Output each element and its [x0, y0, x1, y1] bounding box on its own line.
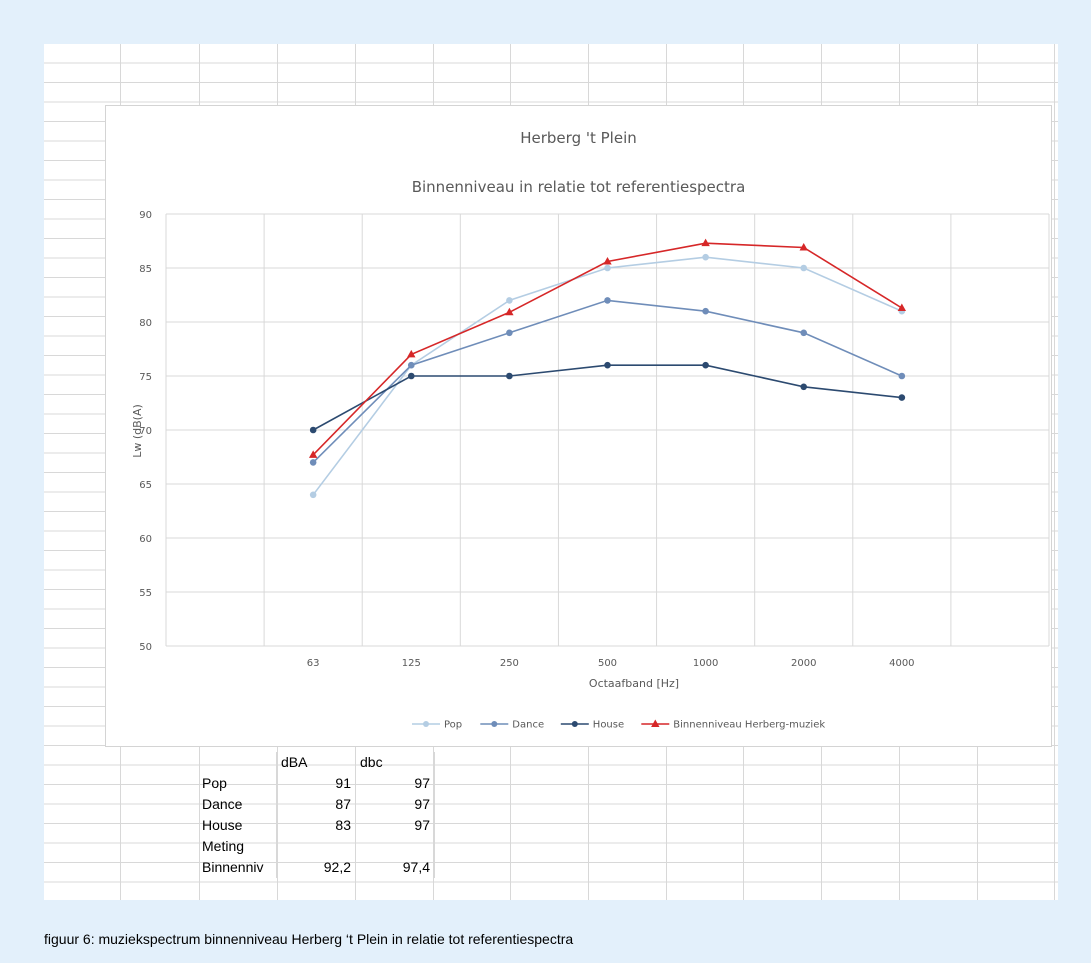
data-point[interactable] [309, 491, 317, 499]
series-binnenniveau-herberg-muziek [308, 238, 907, 458]
data-point[interactable] [308, 450, 318, 458]
legend-item[interactable]: House [560, 720, 624, 731]
data-point[interactable] [702, 361, 709, 369]
data-point[interactable] [506, 372, 513, 380]
data-table: dBA dbc Pop 91 97 Dance 87 97 House 83 97 Meting Bin… [198, 752, 435, 878]
table-cell[interactable]: 97,4 [355, 857, 435, 878]
table-cell[interactable]: House [202, 817, 243, 833]
x-tick-label: 4000 [889, 658, 914, 669]
data-point[interactable] [897, 303, 907, 311]
table-cell[interactable]: 97 [355, 794, 435, 815]
x-tick-label: 2000 [791, 658, 816, 669]
data-point[interactable] [506, 297, 513, 304]
line-chart: Herberg 't Plein Binnenniveau in relatie… [131, 129, 1050, 731]
table-row: House 83 97 [198, 815, 435, 836]
x-tick-label: 1000 [693, 658, 718, 669]
data-point[interactable] [505, 307, 514, 316]
table-header-cell[interactable]: dbc [355, 752, 435, 773]
table-cell[interactable] [355, 836, 435, 857]
y-tick-label: 85 [139, 264, 152, 275]
data-point[interactable] [800, 264, 808, 272]
spreadsheet-grid: Herberg 't Plein Binnenniveau in relatie… [44, 44, 1058, 900]
legend-marker [491, 721, 498, 727]
data-point[interactable] [309, 459, 317, 466]
table-cell[interactable]: 91 [276, 773, 356, 794]
legend-marker [571, 721, 578, 727]
table-row: Meting [198, 836, 435, 857]
table-row: Binnenniv 92,2 97,4 [198, 857, 435, 878]
x-tick-label: 125 [402, 658, 421, 669]
data-point[interactable] [407, 349, 416, 358]
y-axis-title: Lw (dB(A) [131, 404, 144, 458]
data-point[interactable] [800, 383, 808, 391]
table-cell[interactable]: 92,2 [276, 857, 356, 878]
y-tick-label: 80 [139, 318, 152, 329]
legend-marker [423, 721, 429, 727]
legend-item[interactable]: Dance [480, 720, 544, 731]
data-point[interactable] [604, 264, 611, 272]
chart-subtitle: Binnenniveau in relatie tot referentiesp… [412, 178, 746, 196]
table-cell[interactable]: 97 [355, 773, 435, 794]
series-house [309, 361, 906, 434]
data-point[interactable] [604, 297, 611, 304]
legend-item[interactable]: Binnenniveau Herberg-muziek [641, 719, 825, 731]
table-cell[interactable]: 83 [276, 815, 356, 836]
data-point[interactable] [407, 361, 415, 369]
y-tick-label: 55 [139, 588, 152, 599]
data-point[interactable] [800, 329, 808, 337]
x-axis-title: Octaafband [Hz] [589, 677, 679, 690]
y-tick-label: 50 [139, 642, 152, 653]
data-point[interactable] [898, 372, 906, 380]
figure-caption: figuur 6: muziekspectrum binnenniveau He… [44, 931, 574, 947]
legend-item[interactable]: Pop [412, 720, 462, 731]
data-point[interactable] [309, 426, 317, 434]
table-row: Dance 87 97 [198, 794, 435, 815]
legend-marker [651, 719, 660, 727]
data-point[interactable] [702, 307, 709, 315]
y-tick-label: 75 [139, 372, 152, 383]
chart-title: Herberg 't Plein [520, 129, 637, 147]
data-point[interactable] [603, 257, 612, 265]
data-point[interactable] [701, 238, 710, 247]
table-cell[interactable]: Pop [202, 775, 227, 791]
data-point[interactable] [898, 394, 906, 401]
data-point[interactable] [702, 253, 709, 261]
y-tick-label: 60 [139, 534, 152, 545]
x-tick-label: 250 [500, 658, 519, 669]
series-line [312, 242, 903, 456]
table-cell[interactable]: 87 [276, 794, 356, 815]
table-header-cell[interactable]: dBA [276, 752, 356, 773]
y-tick-label: 65 [139, 480, 152, 491]
x-tick-label: 63 [307, 658, 320, 669]
legend-label: Pop [444, 720, 462, 731]
series-dance [309, 297, 906, 466]
legend-label: House [593, 720, 624, 731]
chart-area[interactable]: Herberg 't Plein Binnenniveau in relatie… [105, 105, 1052, 747]
legend-label: Binnenniveau Herberg-muziek [673, 720, 825, 731]
data-point[interactable] [506, 329, 513, 337]
legend-label: Dance [512, 720, 544, 731]
table-header-cell[interactable] [198, 752, 277, 773]
legend: Pop Dance House Binnenniveau Herberg-muziek [412, 719, 825, 731]
x-tick-label: 500 [598, 658, 617, 669]
table-cell[interactable]: 97 [355, 815, 435, 836]
table-header-row: dBA dbc [198, 752, 435, 773]
table-cell[interactable]: Binnenniv [202, 859, 264, 875]
data-point[interactable] [407, 372, 415, 380]
table-cell[interactable]: Meting [202, 838, 245, 854]
data-point[interactable] [604, 361, 611, 369]
y-tick-label: 70 [139, 426, 152, 437]
table-cell[interactable] [276, 836, 356, 857]
table-row: Pop 91 97 [198, 773, 435, 794]
y-tick-label: 90 [139, 210, 152, 221]
table-cell[interactable]: Dance [202, 796, 243, 812]
data-point[interactable] [799, 242, 808, 251]
